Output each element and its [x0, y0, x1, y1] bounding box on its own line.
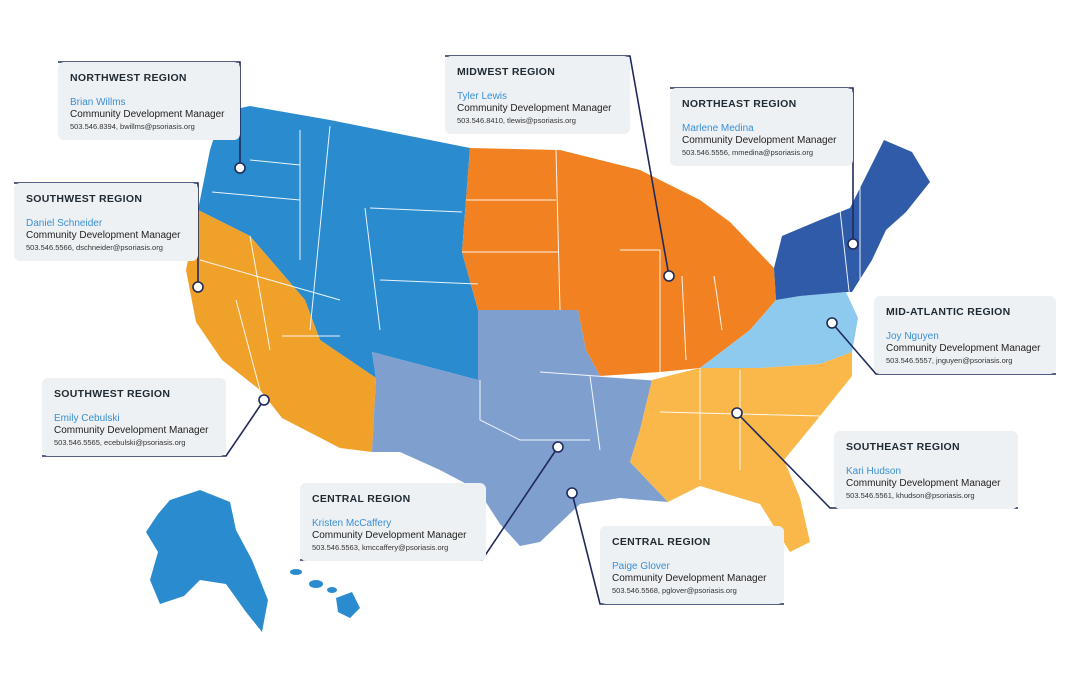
manager-name[interactable]: Daniel Schneider	[26, 218, 103, 229]
region-card-midwest: MIDWEST REGION Tyler Lewis Community Dev…	[445, 56, 630, 134]
region-card-northeast: NORTHEAST REGION Marlene Medina Communit…	[670, 88, 853, 166]
mid-atlantic-region-shape	[700, 292, 858, 368]
marker-central-1[interactable]	[552, 441, 564, 453]
manager-role: Community Development Manager	[457, 103, 612, 114]
region-title: SOUTHWEST REGION	[54, 388, 171, 400]
northeast-region-shape	[774, 140, 930, 300]
marker-mid-atlantic[interactable]	[826, 317, 838, 329]
manager-role: Community Development Manager	[846, 478, 1001, 489]
manager-role: Community Development Manager	[26, 230, 181, 241]
manager-contact[interactable]: 503.546.5561, khudson@psoriasis.org	[846, 491, 975, 500]
region-title: MIDWEST REGION	[457, 66, 556, 78]
manager-role: Community Development Manager	[312, 530, 467, 541]
region-card-central-1: CENTRAL REGION Kristen McCaffery Communi…	[300, 483, 486, 561]
manager-role: Community Development Manager	[682, 135, 837, 146]
manager-name[interactable]: Kari Hudson	[846, 466, 902, 477]
manager-contact[interactable]: 503.546.5565, ecebulski@psoriasis.org	[54, 438, 186, 447]
marker-northwest[interactable]	[234, 162, 246, 174]
manager-name[interactable]: Paige Glover	[612, 561, 670, 572]
manager-contact[interactable]: 503.546.8394, bwillms@psoriasis.org	[70, 122, 195, 131]
manager-role: Community Development Manager	[54, 425, 209, 436]
region-card-southwest-1: SOUTHWEST REGION Daniel Schneider Commun…	[14, 183, 198, 261]
manager-name[interactable]: Brian Willms	[70, 97, 126, 108]
region-card-mid-atlantic: MID-ATLANTIC REGION Joy Nguyen Community…	[874, 296, 1056, 374]
region-card-central-2: CENTRAL REGION Paige Glover Community De…	[600, 526, 784, 604]
manager-contact[interactable]: 503.546.5563, kmccaffery@psoriasis.org	[312, 543, 449, 552]
manager-name[interactable]: Emily Cebulski	[54, 413, 120, 424]
manager-contact[interactable]: 503.546.5556, mmedina@psoriasis.org	[682, 148, 814, 157]
region-title: MID-ATLANTIC REGION	[886, 306, 1011, 318]
marker-central-2[interactable]	[566, 487, 578, 499]
west-region-shape	[198, 106, 478, 380]
region-card-southeast: SOUTHEAST REGION Kari Hudson Community D…	[834, 431, 1018, 509]
manager-contact[interactable]: 503.546.5557, jnguyen@psoriasis.org	[886, 356, 1013, 365]
marker-southwest-2[interactable]	[258, 394, 270, 406]
southwest-region-shape	[186, 210, 376, 452]
marker-southeast[interactable]	[731, 407, 743, 419]
southeast-region-shape	[630, 352, 852, 552]
midwest-region-shape	[462, 148, 776, 376]
manager-contact[interactable]: 503.546.5568, pglover@psoriasis.org	[612, 586, 737, 595]
central-region-shape	[372, 310, 668, 546]
region-title: NORTHWEST REGION	[70, 72, 187, 84]
region-card-northwest: NORTHWEST REGION Brian Willms Community …	[58, 62, 240, 140]
alaska-shape	[146, 490, 268, 632]
manager-role: Community Development Manager	[886, 343, 1041, 354]
region-title: CENTRAL REGION	[612, 536, 711, 548]
region-title: CENTRAL REGION	[312, 493, 411, 505]
manager-role: Community Development Manager	[70, 109, 225, 120]
manager-name[interactable]: Marlene Medina	[682, 123, 754, 134]
manager-name[interactable]: Tyler Lewis	[457, 91, 508, 102]
manager-name[interactable]: Kristen McCaffery	[312, 518, 392, 529]
marker-southwest-1[interactable]	[192, 281, 204, 293]
manager-contact[interactable]: 503.546.5566, dschneider@psoriasis.org	[26, 243, 163, 252]
manager-role: Community Development Manager	[612, 573, 767, 584]
manager-name[interactable]: Joy Nguyen	[886, 331, 939, 342]
region-title: SOUTHWEST REGION	[26, 193, 143, 205]
region-card-southwest-2: SOUTHWEST REGION Emily Cebulski Communit…	[42, 378, 226, 456]
marker-northeast[interactable]	[847, 238, 859, 250]
marker-midwest[interactable]	[663, 270, 675, 282]
state-borders	[199, 119, 861, 480]
hawaii-shape	[290, 569, 360, 618]
region-markers	[192, 162, 859, 499]
manager-contact[interactable]: 503.546.8410, tlewis@psoriasis.org	[457, 116, 576, 125]
region-title: SOUTHEAST REGION	[846, 441, 960, 453]
region-title: NORTHEAST REGION	[682, 98, 797, 110]
